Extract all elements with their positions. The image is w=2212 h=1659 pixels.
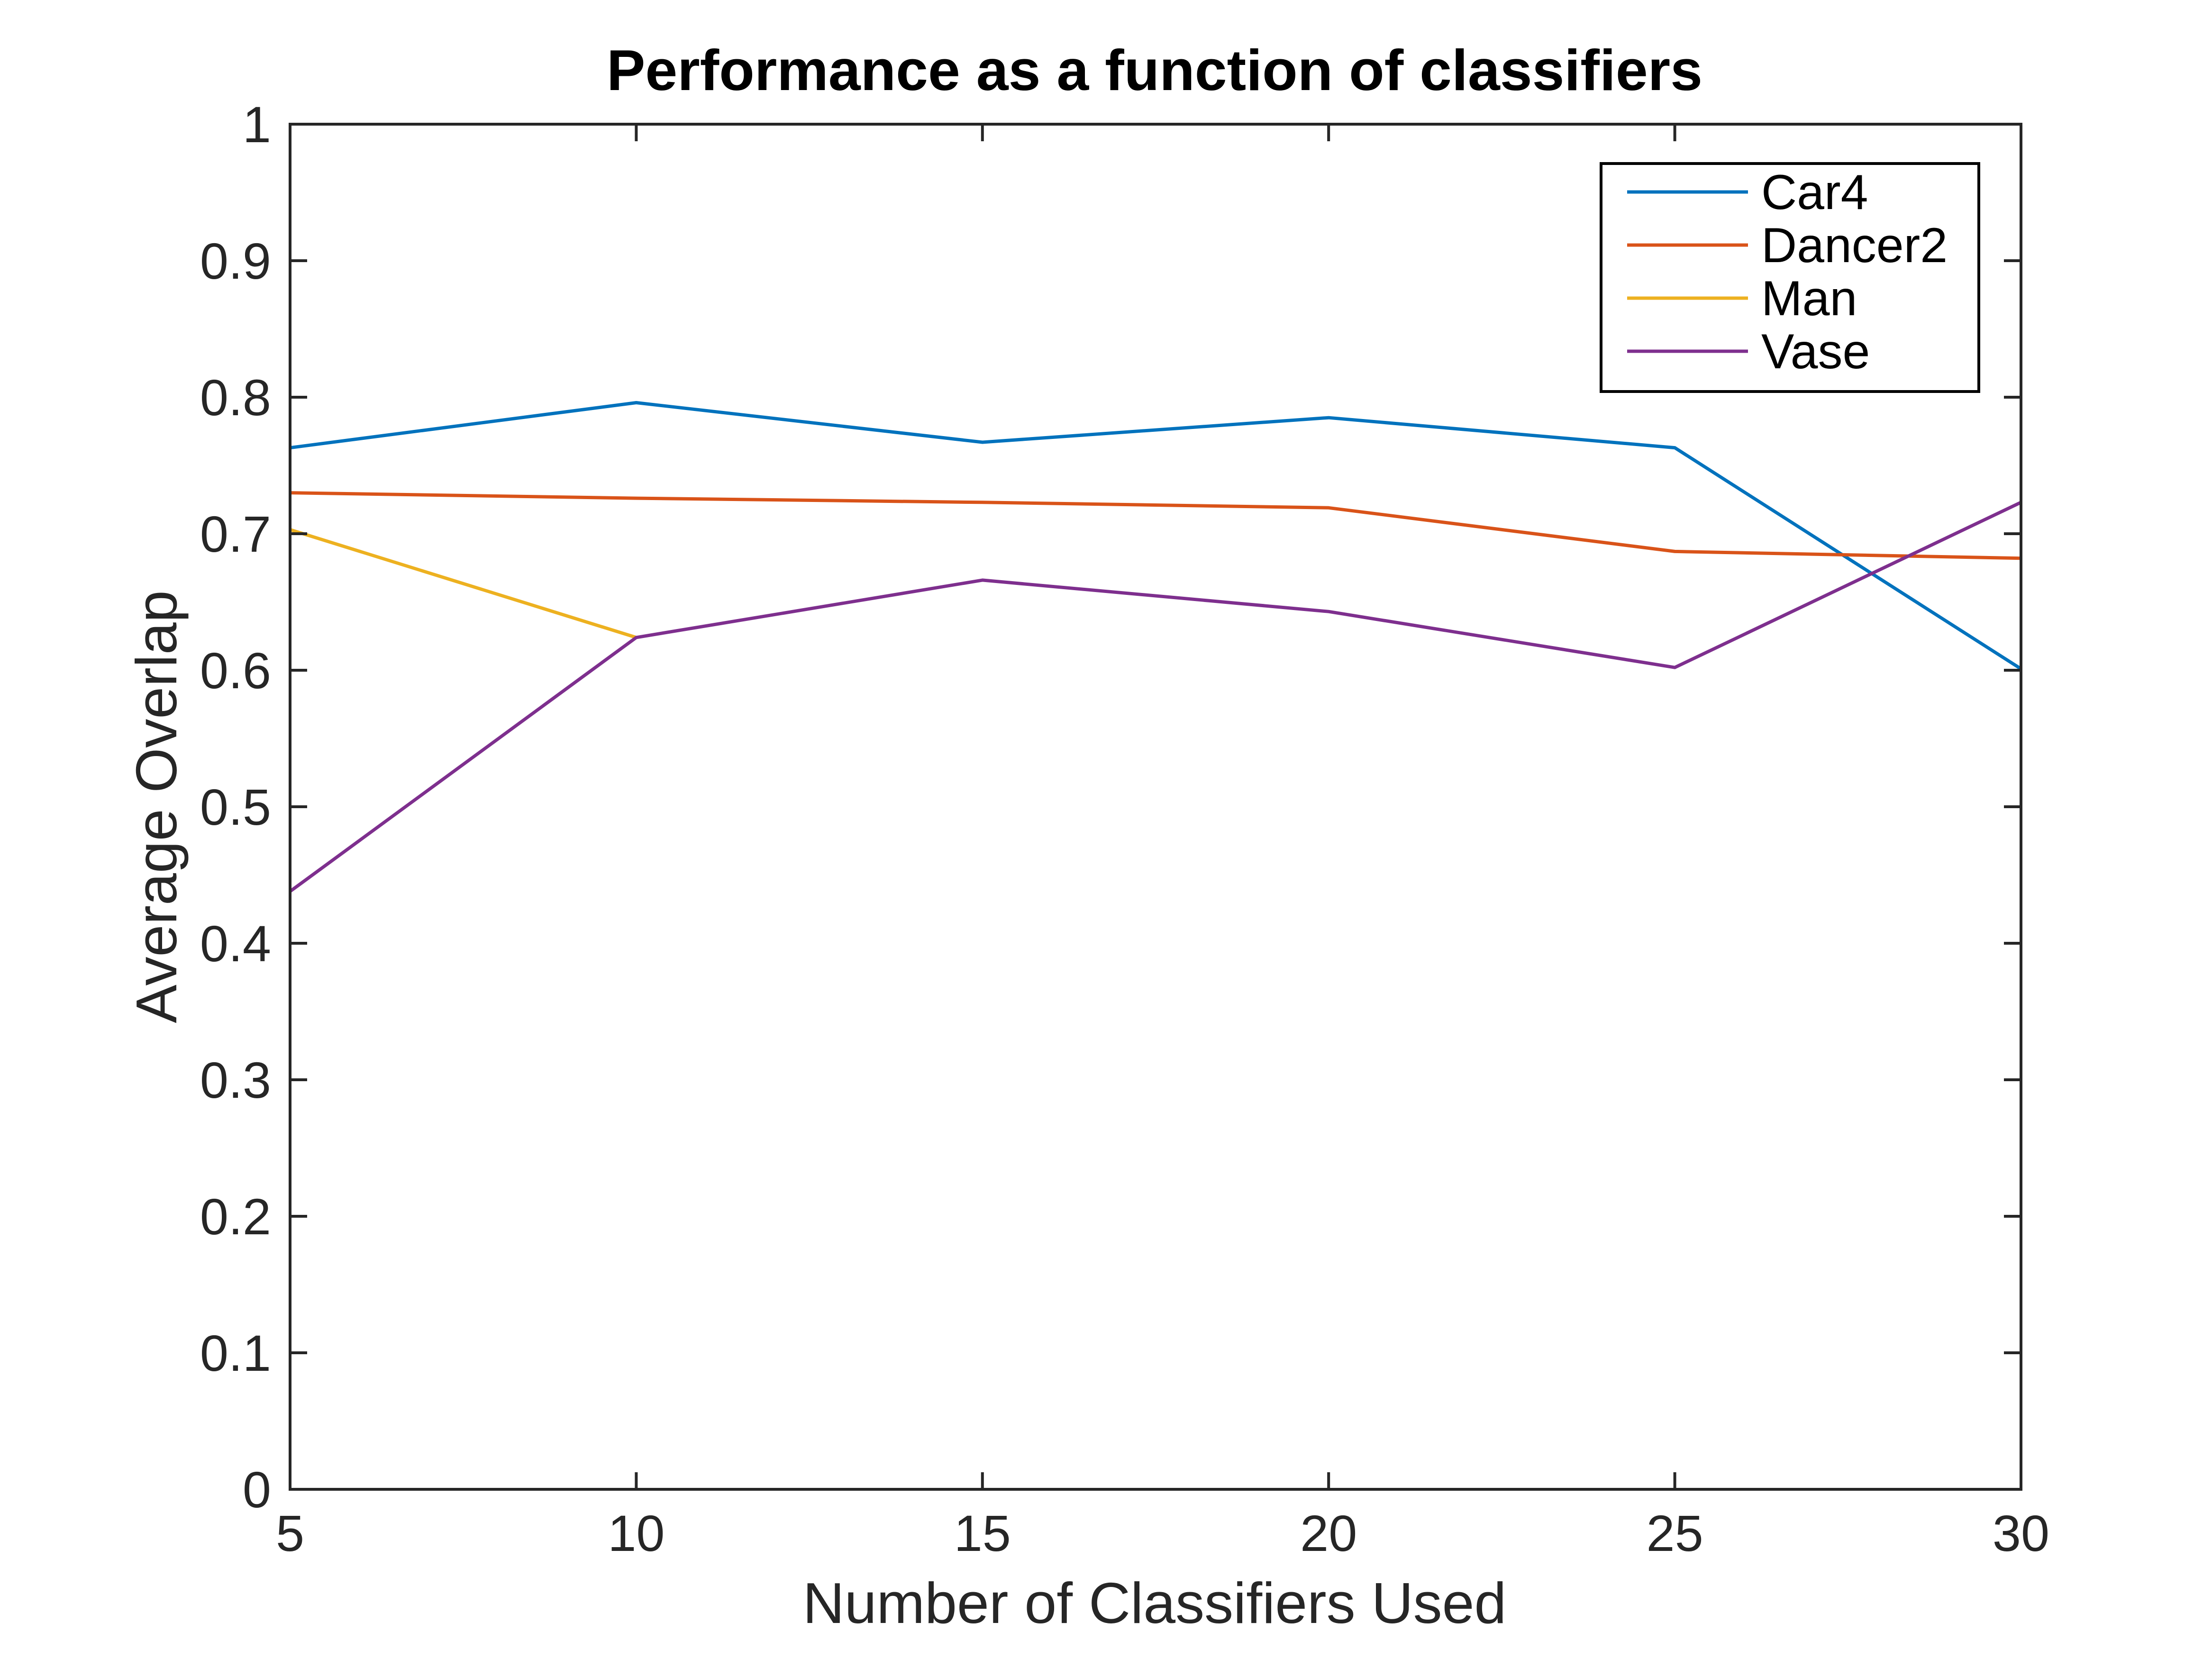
y-tick-label: 0.9 (200, 232, 271, 290)
y-tick-label: 0.8 (200, 369, 271, 426)
y-tick-label: 0.3 (200, 1051, 271, 1109)
x-tick-label: 15 (954, 1504, 1011, 1562)
series-line-car4 (290, 401, 2022, 671)
x-tick-label: 30 (1993, 1504, 2049, 1562)
y-tick-label: 0.4 (200, 915, 271, 972)
legend-label-man: Man (1761, 271, 1857, 326)
x-tick-label: 20 (1300, 1504, 1357, 1562)
y-tick-label: 1 (243, 96, 271, 153)
y-tick-label: 0.2 (200, 1188, 271, 1245)
y-tick-label: 0.7 (200, 505, 271, 563)
ticks-layer: 5 10 15 20 25 30 0 0.1 0.2 0.3 0.4 0.5 0.6 0.7 0.8 0.9 1 (200, 96, 2049, 1562)
legend-box (1600, 162, 1980, 393)
series-line-man (289, 528, 637, 639)
y-tick-label: 0.6 (200, 642, 271, 699)
series-line-dancer2 (290, 491, 2021, 560)
x-tick-label: 5 (276, 1504, 304, 1562)
y-tick-label: 0.5 (200, 778, 271, 836)
series-layer (289, 401, 2022, 893)
y-tick-label: 0 (243, 1461, 271, 1518)
x-tick-label: 10 (608, 1504, 665, 1562)
x-axis-label: Number of Classifiers Used (803, 1571, 1507, 1635)
x-tick-label: 25 (1647, 1504, 1703, 1562)
series-line-vase (289, 501, 2022, 893)
legend-label-vase: Vase (1761, 324, 1870, 379)
legend-label-car4: Car4 (1761, 165, 1868, 220)
legend-label-dancer2: Dancer2 (1761, 218, 1948, 273)
chart-title: Performance as a function of classifiers (607, 38, 1702, 102)
y-axis-label: Average Overlap (124, 590, 189, 1023)
y-tick-label: 0.1 (200, 1324, 271, 1382)
